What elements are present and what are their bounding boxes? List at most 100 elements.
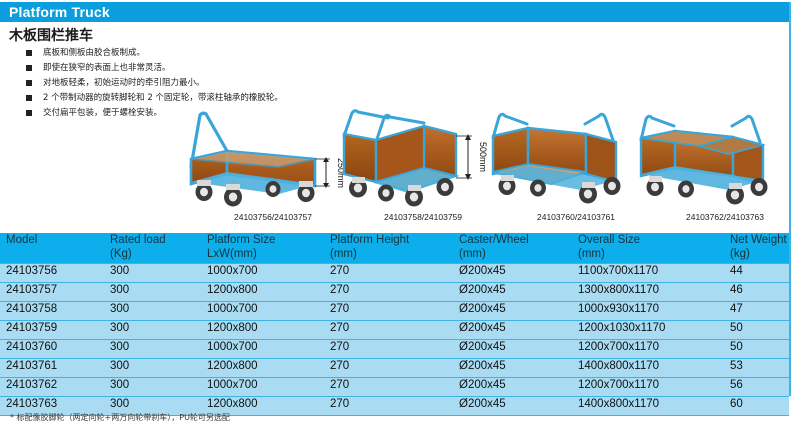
figure-caption: 24103762/24103763 (686, 212, 764, 222)
cell-height: 270 (330, 265, 350, 277)
table-row: 24103759 300 1200x800 270 Ø200x45 1200x1… (0, 320, 789, 340)
cell-overall: 1200x1030x1170 (578, 322, 666, 334)
cell-platform: 1000x700 (207, 303, 258, 315)
cell-height: 270 (330, 398, 350, 410)
cell-model: 24103758 (6, 303, 58, 315)
column-header-net-weight-unit: (kg) (730, 248, 750, 260)
cell-load: 300 (110, 303, 130, 315)
cell-model: 24103761 (6, 360, 58, 372)
feature-text: 2 个带制动器的旋转脚轮和 2 个固定轮，带滚柱轴承的橡胶轮。 (43, 93, 283, 103)
cell-weight: 50 (730, 341, 743, 353)
product-image-row: 250mm 24103756/24103757 (0, 104, 800, 232)
cell-platform: 1200x800 (207, 322, 258, 334)
platform-truck-3-sided-illustration (491, 112, 621, 204)
cell-caster: Ø200x45 (459, 379, 506, 391)
feature-text: 底板和侧板由胶合板制成。 (43, 48, 146, 58)
column-header-rated-load-unit: (Kg) (110, 248, 132, 260)
platform-truck-1-sided-illustration: 250mm (189, 111, 346, 207)
cell-caster: Ø200x45 (459, 398, 506, 410)
feature-list: 底板和侧板由胶合板制成。 即使在狭窄的表面上也非常灵活。 对地板轻柔，初始运动时… (26, 46, 456, 121)
figure-caption: 24103758/24103759 (384, 212, 462, 222)
column-header-overall-size-unit: (mm) (578, 248, 605, 260)
page-title-cn: 木板围栏推车 (9, 28, 93, 44)
list-item: 对地板轻柔，初始运动时的牵引阻力最小。 (26, 76, 456, 91)
cell-weight: 44 (730, 265, 743, 277)
cell-overall: 1200x700x1170 (578, 341, 659, 353)
cell-caster: Ø200x45 (459, 303, 506, 315)
product-figure: 500mm 24103758/24103759 (328, 104, 518, 232)
cell-weight: 46 (730, 284, 743, 296)
cell-height: 270 (330, 322, 350, 334)
dimension-label-250mm: 250mm (336, 158, 346, 188)
table-header-row: Model Rated load (Kg) Platform Size LxW(… (0, 233, 789, 264)
column-header-platform-height: Platform Height (330, 234, 410, 246)
page-title-en: Platform Truck (9, 4, 110, 20)
cell-model: 24103763 (6, 398, 58, 410)
table-row: 24103763 300 1200x800 270 Ø200x45 1400x8… (0, 396, 789, 416)
list-item: 交付扁平包装，便于螺栓安装。 (26, 106, 456, 121)
platform-truck-4-sided-illustration (639, 114, 768, 205)
cell-caster: Ø200x45 (459, 360, 506, 372)
cell-height: 270 (330, 303, 350, 315)
feature-text: 对地板轻柔，初始运动时的牵引阻力最小。 (43, 78, 205, 88)
table-row: 24103757 300 1200x800 270 Ø200x45 1300x8… (0, 282, 789, 302)
list-item: 底板和侧板由胶合板制成。 (26, 46, 456, 61)
figure-caption: 24103760/24103761 (537, 212, 615, 222)
dimension-label-500mm: 500mm (478, 142, 488, 172)
column-header-platform-size-unit: LxW(mm) (207, 248, 257, 260)
cell-model: 24103760 (6, 341, 58, 353)
bullet-square-icon (26, 50, 32, 56)
cell-model: 24103756 (6, 265, 58, 277)
cell-weight: 53 (730, 360, 743, 372)
cell-load: 300 (110, 284, 130, 296)
cell-load: 300 (110, 398, 130, 410)
cell-load: 300 (110, 379, 130, 391)
cell-height: 270 (330, 284, 350, 296)
list-item: 即使在狭窄的表面上也非常灵活。 (26, 61, 456, 76)
column-header-platform-height-unit: (mm) (330, 248, 357, 260)
cell-caster: Ø200x45 (459, 322, 506, 334)
cell-model: 24103762 (6, 379, 58, 391)
column-header-caster-wheel-unit: (mm) (459, 248, 486, 260)
page-title-bar: Platform Truck (0, 2, 789, 22)
cell-overall: 1100x700x1170 (578, 265, 659, 277)
cell-height: 270 (330, 379, 350, 391)
bullet-square-icon (26, 110, 32, 116)
cell-weight: 56 (730, 379, 743, 391)
feature-text: 交付扁平包装，便于螺栓安装。 (43, 108, 163, 118)
right-border-rule (789, 2, 791, 396)
cell-caster: Ø200x45 (459, 265, 506, 277)
column-header-caster-wheel: Caster/Wheel (459, 234, 529, 246)
column-header-platform-size: Platform Size (207, 234, 276, 246)
product-figure: 24103760/24103761 (481, 104, 671, 232)
list-item: 2 个带制动器的旋转脚轮和 2 个固定轮，带滚柱轴承的橡胶轮。 (26, 91, 456, 106)
feature-text: 即使在狭窄的表面上也非常灵活。 (43, 63, 171, 73)
cell-height: 270 (330, 360, 350, 372)
table-row: 24103762 300 1000x700 270 Ø200x45 1200x7… (0, 377, 789, 397)
specifications-table: Model Rated load (Kg) Platform Size LxW(… (0, 233, 789, 416)
table-row: 24103758 300 1000x700 270 Ø200x45 1000x9… (0, 301, 789, 321)
column-header-model: Model (6, 234, 38, 246)
cell-load: 300 (110, 322, 130, 334)
cell-platform: 1000x700 (207, 265, 258, 277)
cell-weight: 50 (730, 322, 743, 334)
product-figure: 250mm 24103756/24103757 (178, 104, 368, 232)
table-row: 24103756 300 1000x700 270 Ø200x45 1100x7… (0, 263, 789, 283)
cell-platform: 1000x700 (207, 379, 258, 391)
product-figure: 24103762/24103763 (630, 104, 800, 232)
cell-overall: 1400x800x1170 (578, 398, 659, 410)
cell-load: 300 (110, 341, 130, 353)
table-row: 24103760 300 1000x700 270 Ø200x45 1200x7… (0, 339, 789, 359)
column-header-overall-size: Overall Size (578, 234, 640, 246)
column-header-net-weight: Net Weight (730, 234, 787, 246)
cell-caster: Ø200x45 (459, 284, 506, 296)
column-header-rated-load: Rated load (110, 234, 166, 246)
platform-truck-2-sided-illustration: 500mm (342, 109, 488, 207)
footnote: * 标配像胶脚轮（两定向轮+两万向轮带刹车），PU轮可另选配 (10, 413, 230, 422)
cell-weight: 60 (730, 398, 743, 410)
cell-model: 24103757 (6, 284, 58, 296)
cell-overall: 1000x930x1170 (578, 303, 659, 315)
bullet-square-icon (26, 95, 32, 101)
bullet-square-icon (26, 80, 32, 86)
